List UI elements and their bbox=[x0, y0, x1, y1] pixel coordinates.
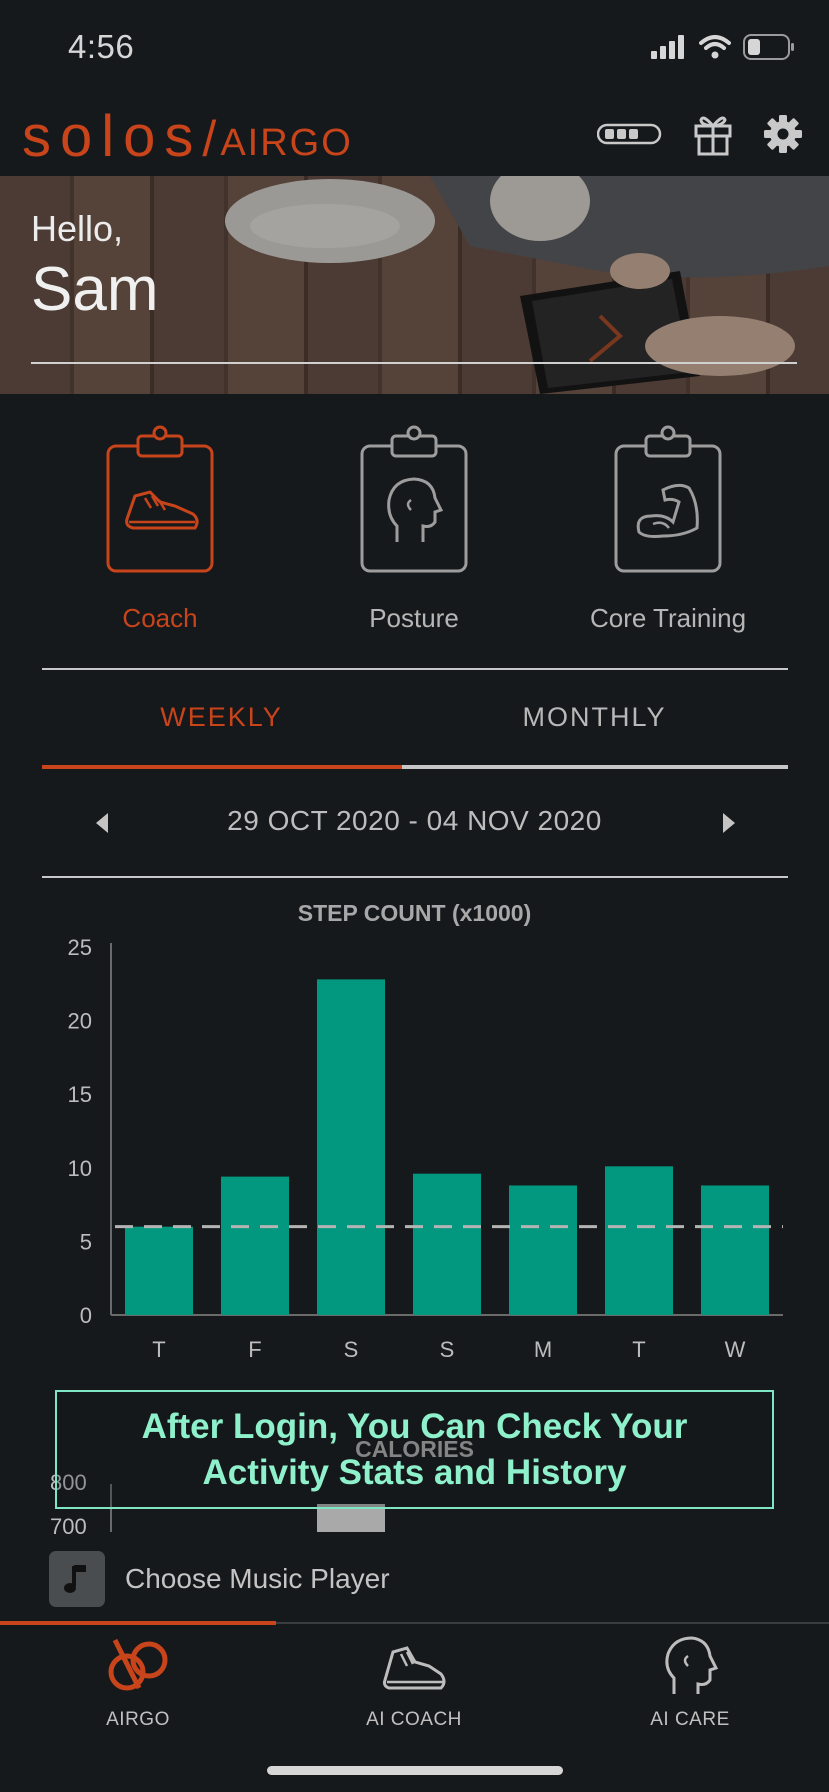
home-indicator[interactable] bbox=[267, 1766, 563, 1775]
program-posture[interactable]: Posture bbox=[304, 424, 524, 634]
bar bbox=[125, 1226, 193, 1315]
nav-label: AI CARE bbox=[650, 1709, 730, 1730]
bar bbox=[413, 1173, 481, 1315]
section-divider bbox=[42, 668, 788, 670]
calories-chart-title: CALORIES bbox=[355, 1436, 474, 1462]
previous-week-arrow-icon[interactable] bbox=[94, 812, 110, 834]
next-week-arrow-icon[interactable] bbox=[721, 812, 737, 834]
nav-label: AIRGO bbox=[106, 1709, 170, 1730]
bar bbox=[701, 1185, 769, 1315]
x-tick-label: W bbox=[725, 1337, 746, 1362]
x-tick-label: S bbox=[344, 1337, 359, 1362]
wifi-icon bbox=[699, 35, 731, 59]
music-player-label[interactable]: Choose Music Player bbox=[125, 1563, 390, 1594]
nav-airgo[interactable]: AIRGO bbox=[0, 1636, 276, 1731]
callout-line-2: Activity Stats and History bbox=[202, 1452, 627, 1492]
nav-label: AI COACH bbox=[366, 1709, 462, 1730]
bottom-nav-divider bbox=[0, 1622, 829, 1624]
x-tick-label: T bbox=[152, 1337, 165, 1362]
shoe-icon bbox=[383, 1646, 446, 1690]
hero-banner: Hello, Sam bbox=[0, 176, 829, 394]
core-training-clipboard-arm-icon bbox=[614, 425, 722, 573]
music-note-icon bbox=[64, 1565, 86, 1593]
x-tick-label: S bbox=[440, 1337, 455, 1362]
callout-text: After Login, You Can Check Your Activity… bbox=[142, 1404, 688, 1496]
step-count-chart: 0 5 10 15 20 25 T F S S M T W bbox=[68, 935, 783, 1362]
date-divider bbox=[42, 876, 788, 878]
y-tick-label: 25 bbox=[68, 935, 92, 960]
brand-airgo: AIRGO bbox=[220, 122, 353, 164]
y-tick-label: 10 bbox=[68, 1156, 92, 1181]
chart-title: STEP COUNT (x1000) bbox=[297, 900, 532, 926]
program-label: Posture bbox=[369, 603, 459, 633]
bar bbox=[509, 1185, 577, 1315]
head-profile-icon bbox=[665, 1636, 719, 1694]
brand-logo: solos / AIRGO bbox=[22, 108, 353, 166]
brand-solos: solos bbox=[22, 104, 203, 169]
calories-y-tick: 700 bbox=[50, 1514, 87, 1539]
bar bbox=[317, 979, 385, 1315]
cellular-signal-icon bbox=[651, 35, 684, 59]
x-tick-label: F bbox=[248, 1337, 261, 1362]
music-player-button[interactable] bbox=[49, 1551, 105, 1607]
gift-icon[interactable] bbox=[693, 112, 733, 156]
y-tick-label: 20 bbox=[68, 1009, 92, 1034]
tab-weekly[interactable]: WEEKLY bbox=[160, 702, 283, 732]
program-label: Coach bbox=[122, 603, 198, 633]
program-label: Core Training bbox=[589, 603, 747, 633]
x-tick-label: T bbox=[632, 1337, 645, 1362]
hero-greeting: Hello, bbox=[31, 208, 124, 249]
settings-gear-icon[interactable] bbox=[763, 114, 803, 154]
hero-divider bbox=[31, 362, 797, 364]
program-core-training[interactable]: Core Training bbox=[558, 424, 778, 634]
tab-indicator-track bbox=[42, 765, 788, 769]
y-tick-label: 5 bbox=[80, 1229, 92, 1254]
airgo-logo-icon bbox=[108, 1638, 168, 1691]
tab-indicator-active bbox=[42, 765, 402, 769]
promo-callout: After Login, You Can Check Your Activity… bbox=[55, 1390, 774, 1509]
header-actions bbox=[597, 112, 803, 156]
bar bbox=[221, 1176, 289, 1315]
callout-line-1: After Login, You Can Check Your bbox=[141, 1406, 688, 1446]
y-tick-label: 0 bbox=[80, 1303, 92, 1328]
hero-user-name: Sam bbox=[31, 255, 159, 324]
date-range-label: 29 OCT 2020 - 04 NOV 2020 bbox=[227, 805, 602, 836]
device-battery-icon[interactable] bbox=[597, 123, 663, 145]
bottom-nav-active-indicator bbox=[0, 1621, 276, 1625]
status-icons bbox=[651, 34, 795, 60]
x-tick-label: M bbox=[534, 1337, 552, 1362]
y-tick-label: 15 bbox=[68, 1082, 92, 1107]
battery-icon bbox=[743, 34, 794, 60]
bar bbox=[605, 1166, 673, 1315]
nav-ai-care[interactable]: AI CARE bbox=[552, 1636, 828, 1731]
coach-clipboard-shoe-icon bbox=[106, 425, 214, 573]
nav-ai-coach[interactable]: AI COACH bbox=[276, 1636, 552, 1731]
posture-clipboard-head-icon bbox=[360, 425, 468, 573]
brand-slash: / bbox=[202, 111, 217, 167]
status-time: 4:56 bbox=[68, 28, 135, 65]
tab-monthly[interactable]: MONTHLY bbox=[522, 702, 667, 732]
program-coach[interactable]: Coach bbox=[50, 424, 270, 634]
